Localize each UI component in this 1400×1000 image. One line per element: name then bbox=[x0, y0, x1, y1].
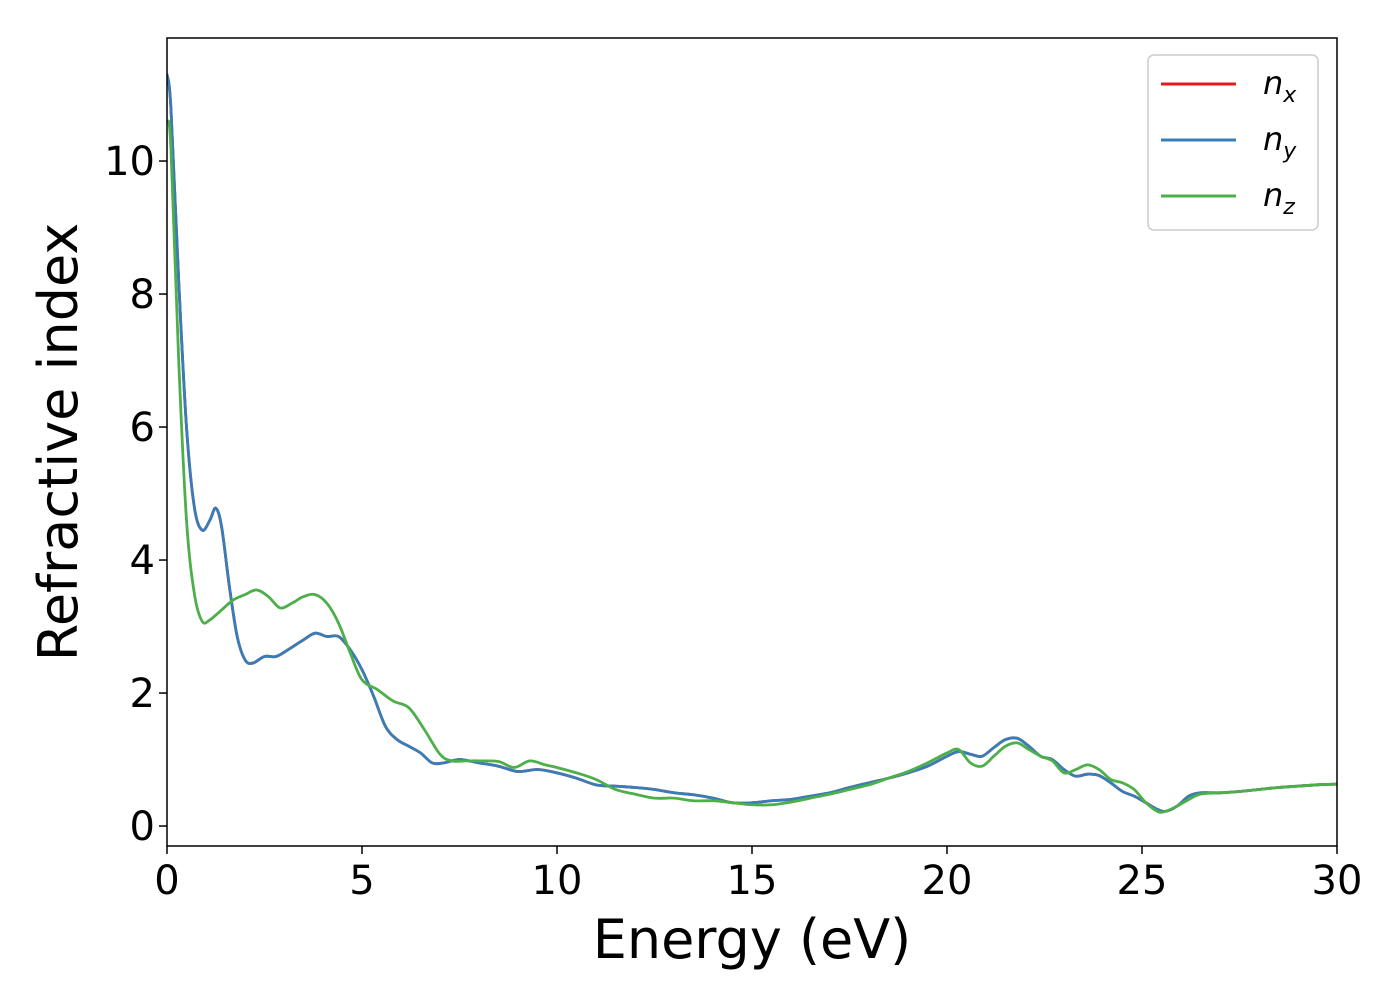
y-axis-title: Refractive index bbox=[27, 223, 90, 662]
legend-label-main: n bbox=[1263, 176, 1283, 214]
series-layer bbox=[167, 73, 1337, 814]
legend-label-main: n bbox=[1263, 64, 1283, 102]
x-axis: 0 5 10 15 20 25 30 bbox=[154, 846, 1362, 904]
series-line-z bbox=[167, 119, 1337, 814]
x-tick-label: 25 bbox=[1117, 858, 1168, 904]
y-tick-label: 8 bbox=[130, 272, 155, 318]
legend-label-subscript: y bbox=[1282, 139, 1297, 164]
legend-label-y: ny bbox=[1263, 120, 1297, 164]
series-line-y bbox=[167, 73, 1337, 813]
x-tick-label: 5 bbox=[349, 858, 374, 904]
y-tick-label: 4 bbox=[130, 538, 155, 584]
legend-label-subscript: x bbox=[1282, 83, 1297, 108]
legend-label-subscript: z bbox=[1282, 195, 1295, 220]
y-tick-label: 6 bbox=[130, 405, 155, 451]
y-tick-label: 0 bbox=[130, 804, 155, 850]
x-tick-label: 30 bbox=[1312, 858, 1363, 904]
y-axis: 0 2 4 6 8 10 bbox=[104, 139, 167, 850]
legend-label-main: n bbox=[1263, 120, 1283, 158]
legend-box bbox=[1147, 54, 1319, 231]
x-tick-label: 20 bbox=[922, 858, 973, 904]
plot-background bbox=[167, 38, 1337, 846]
x-tick-label: 10 bbox=[532, 858, 583, 904]
legend-label-x: nx bbox=[1263, 64, 1297, 108]
x-axis-title: Energy (eV) bbox=[593, 908, 912, 971]
legend-label-z: nz bbox=[1263, 176, 1295, 220]
x-tick-label: 15 bbox=[727, 858, 778, 904]
y-tick-label: 2 bbox=[130, 671, 155, 717]
x-tick-label: 0 bbox=[154, 858, 179, 904]
y-tick-label: 10 bbox=[104, 139, 155, 185]
